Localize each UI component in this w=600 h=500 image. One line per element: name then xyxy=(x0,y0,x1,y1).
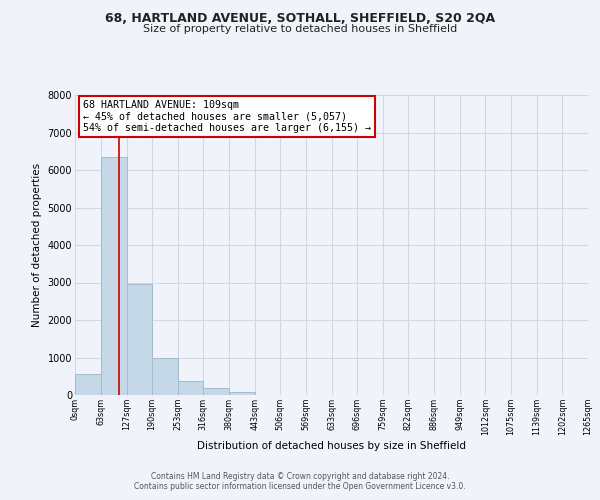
Y-axis label: Number of detached properties: Number of detached properties xyxy=(32,163,42,327)
Bar xyxy=(178,381,203,395)
Bar xyxy=(101,157,127,395)
Text: Contains public sector information licensed under the Open Government Licence v3: Contains public sector information licen… xyxy=(134,482,466,491)
Text: 68 HARTLAND AVENUE: 109sqm
← 45% of detached houses are smaller (5,057)
54% of s: 68 HARTLAND AVENUE: 109sqm ← 45% of deta… xyxy=(83,100,371,132)
Text: 68, HARTLAND AVENUE, SOTHALL, SHEFFIELD, S20 2QA: 68, HARTLAND AVENUE, SOTHALL, SHEFFIELD,… xyxy=(105,12,495,26)
Bar xyxy=(75,374,101,395)
Text: Contains HM Land Registry data © Crown copyright and database right 2024.: Contains HM Land Registry data © Crown c… xyxy=(151,472,449,481)
Text: Size of property relative to detached houses in Sheffield: Size of property relative to detached ho… xyxy=(143,24,457,34)
Bar xyxy=(203,388,229,395)
Bar xyxy=(127,284,152,395)
Bar xyxy=(229,392,254,395)
Bar xyxy=(152,358,178,395)
X-axis label: Distribution of detached houses by size in Sheffield: Distribution of detached houses by size … xyxy=(197,441,466,451)
